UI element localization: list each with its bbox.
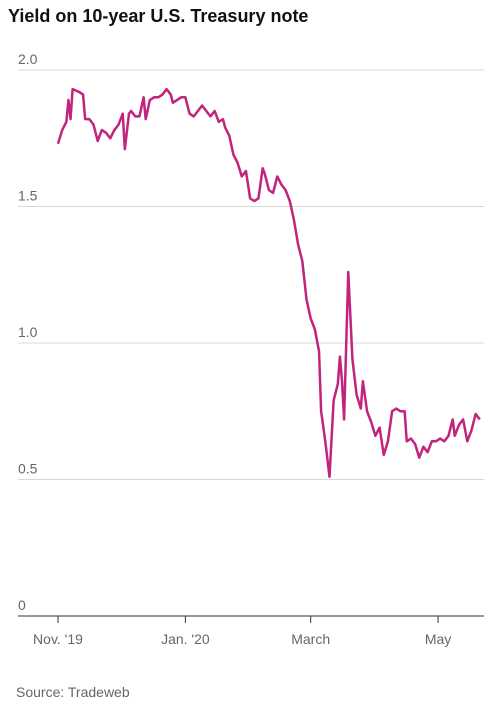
x-tick-label: March [291,631,330,647]
y-tick-label: 0.5 [18,461,38,477]
y-tick-label: 2.0 [18,51,38,67]
source: Source: Tradeweb [16,684,130,700]
chart-title: Yield on 10-year U.S. Treasury note [8,6,308,26]
x-tick-label: May [425,631,451,647]
x-tick-label: Nov. '19 [33,631,83,647]
y-tick-label: 0 [18,597,26,613]
line [56,87,481,479]
y-tick-label: 1.5 [18,188,38,204]
y-tick-label: 1.0 [18,324,38,340]
x-tick-label: Jan. '20 [161,631,210,647]
